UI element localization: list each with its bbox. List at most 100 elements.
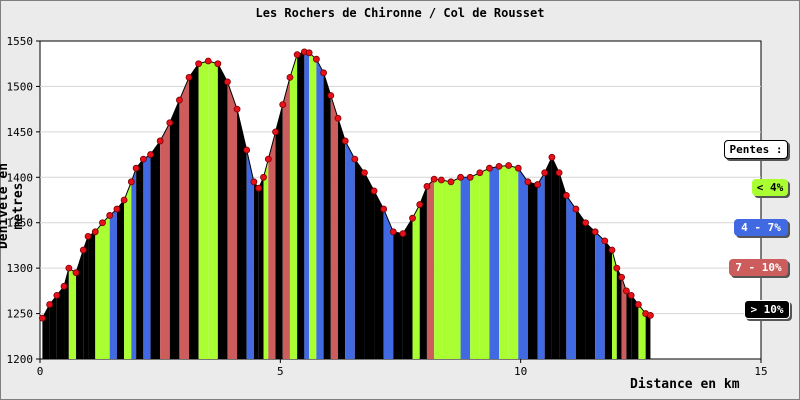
profile-point — [147, 151, 154, 158]
profile-point — [72, 269, 80, 277]
slope-band — [56, 286, 65, 359]
profile-point — [505, 162, 513, 169]
slope-band — [64, 268, 69, 359]
profile-point — [514, 164, 522, 172]
slope-band — [412, 204, 420, 359]
profile-point — [106, 212, 114, 219]
profile-point — [279, 101, 287, 108]
profile-point — [457, 173, 464, 181]
profile-point — [185, 73, 193, 81]
slope-band — [143, 154, 151, 359]
profile-point — [623, 287, 630, 295]
profile-point — [466, 173, 474, 181]
slope-band — [460, 177, 471, 359]
slope-band — [49, 295, 57, 359]
slope-band — [450, 177, 461, 359]
profile-point — [243, 146, 251, 154]
profile-point — [541, 169, 549, 177]
profile-point — [156, 137, 164, 145]
y-tick-label: 1200 — [7, 353, 34, 366]
profile-point — [341, 137, 349, 145]
profile-point — [65, 264, 73, 272]
legend-item-gt10: > 10% — [744, 300, 790, 319]
profile-point — [572, 205, 580, 213]
slope-band — [544, 157, 552, 359]
slope-band — [527, 181, 538, 359]
slope-band — [275, 104, 283, 359]
profile-point — [582, 219, 589, 227]
profile-point — [260, 173, 267, 181]
profile-point — [305, 49, 313, 57]
slope-band — [282, 77, 290, 359]
slope-band — [263, 159, 269, 359]
slope-band — [645, 313, 651, 359]
slope-band — [150, 140, 161, 359]
slope-band — [354, 159, 365, 359]
profile-point — [39, 314, 46, 322]
slope-band — [441, 180, 451, 359]
slope-band — [136, 159, 144, 359]
profile-point — [524, 178, 532, 186]
profile-point — [312, 55, 320, 63]
slope-band — [426, 179, 435, 359]
profile-point — [447, 178, 455, 186]
profile-point — [409, 214, 416, 222]
slope-band — [83, 236, 89, 359]
slope-band — [237, 109, 247, 360]
profile-point — [293, 51, 301, 59]
slope-band — [434, 179, 442, 359]
profile-point — [416, 201, 424, 208]
slope-band — [330, 95, 339, 359]
slope-band — [323, 72, 331, 360]
profile-point — [99, 219, 106, 227]
slope-band — [217, 63, 228, 359]
slope-band — [131, 168, 137, 359]
profile-point — [53, 291, 61, 299]
profile-points — [39, 48, 654, 322]
chart-title: Les Rochers de Chironne / Col de Rousset — [255, 6, 545, 20]
profile-point — [166, 119, 174, 127]
profile-point — [351, 155, 359, 163]
slope-band — [246, 150, 254, 359]
profile-point — [591, 228, 599, 236]
slope-band — [253, 181, 259, 359]
slope-band — [374, 190, 384, 359]
profile-point — [255, 184, 263, 192]
slope-band — [68, 268, 77, 359]
slope-band — [616, 268, 622, 359]
slope-band — [76, 249, 84, 359]
profile-point — [334, 114, 342, 122]
x-tick-label: 15 — [754, 365, 767, 378]
slope-band — [499, 165, 509, 359]
slope-band — [309, 52, 317, 359]
slope-band — [102, 215, 110, 359]
slope-band — [595, 231, 605, 359]
profile-point — [60, 282, 68, 290]
y-tick-label: 1300 — [7, 262, 34, 275]
y-axis-title: Dénivelé en mètres — [0, 162, 26, 250]
profile-point — [320, 69, 327, 77]
slope-band — [508, 165, 519, 359]
profile-point — [601, 237, 609, 245]
legend-title: Pentes : — [724, 140, 788, 159]
slope-band — [316, 59, 324, 360]
profile-point — [79, 246, 87, 254]
profile-point — [486, 164, 493, 172]
profile-point — [430, 175, 438, 183]
y-axis-ticks: 1200 1250 1300 1350 1400 1450 1500 1550 — [7, 35, 40, 366]
slope-band — [289, 54, 298, 359]
y-tick-label: 1550 — [7, 35, 34, 48]
slope-band — [258, 177, 264, 359]
slope-band — [611, 249, 617, 359]
profile-point — [562, 192, 570, 199]
y-tick-label: 1500 — [7, 80, 34, 93]
profile-point — [613, 264, 621, 272]
slope-band — [479, 168, 490, 359]
profile-point — [46, 301, 54, 308]
slope-band — [160, 122, 170, 360]
profile-point — [175, 96, 183, 104]
y-tick-label: 1450 — [7, 126, 34, 139]
legend-item-4-7: 4 - 7% — [734, 219, 788, 236]
slope-band — [109, 209, 117, 359]
